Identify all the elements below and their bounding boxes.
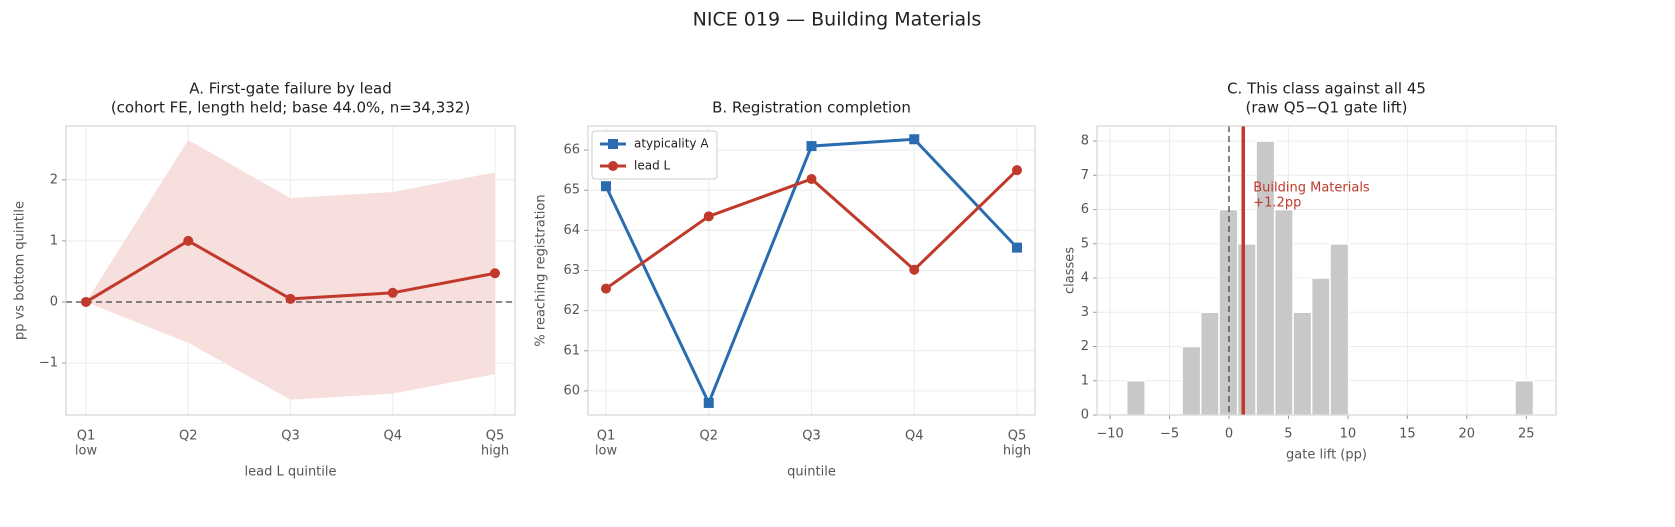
highlight-label: Building Materials	[1253, 181, 1370, 196]
y-tick-label: 0	[1081, 408, 1089, 423]
histogram-bar	[1514, 380, 1535, 416]
x-tick-label: Q4	[905, 429, 924, 444]
point	[1012, 165, 1022, 176]
x-axis-label: gate lift (pp)	[1286, 448, 1367, 463]
highlight-label: +1.2pp	[1253, 196, 1301, 211]
histogram-bar	[1199, 311, 1220, 416]
x-tick-label: −10	[1096, 427, 1123, 442]
y-tick-label: 6	[1081, 202, 1089, 217]
x-tick-label: 15	[1399, 427, 1416, 442]
x-tick-sublabel: high	[1003, 444, 1031, 459]
x-tick-label: Q1	[77, 429, 96, 444]
point	[285, 293, 296, 304]
y-tick-label: 1	[50, 233, 58, 248]
y-tick-label: 63	[563, 263, 580, 278]
x-tick-label: Q3	[281, 429, 300, 444]
legend-label: atypicality A	[634, 137, 709, 151]
plot-frame	[65, 125, 516, 416]
y-tick-label: 3	[1081, 305, 1089, 320]
x-tick-label: Q5	[486, 429, 505, 444]
x-tick-label: 10	[1340, 427, 1357, 442]
point	[490, 268, 500, 279]
y-tick-label: 1	[1081, 373, 1089, 388]
x-tick-sublabel: low	[75, 444, 98, 459]
x-tick-sublabel: low	[595, 444, 618, 459]
point	[81, 296, 91, 307]
y-tick-label: −1	[39, 356, 58, 371]
histogram-bar	[1273, 208, 1294, 416]
x-tick-label: Q2	[699, 429, 718, 444]
point	[909, 264, 920, 275]
x-axis-label: quintile	[787, 465, 836, 480]
x-tick-label: Q5	[1008, 429, 1027, 444]
x-tick-label: Q1	[597, 429, 616, 444]
x-axis-label: lead L quintile	[245, 465, 337, 480]
panel-title: C. This class against all 45	[1227, 80, 1426, 98]
x-tick-label: 25	[1518, 427, 1535, 442]
x-tick-label: Q2	[179, 429, 198, 444]
histogram-bar	[1310, 277, 1331, 416]
legend-marker	[608, 161, 618, 171]
panel-title: B. Registration completion	[712, 99, 911, 117]
y-tick-label: 62	[563, 303, 580, 318]
y-tick-label: 61	[563, 343, 580, 358]
point	[806, 141, 817, 152]
panel-title: (raw Q5−Q1 gate lift)	[1246, 99, 1408, 117]
histogram-bar	[1236, 243, 1257, 416]
legend-marker	[608, 139, 618, 149]
panel-title: A. First-gate failure by lead	[189, 80, 392, 98]
histogram-bar	[1125, 380, 1146, 416]
y-tick-label: 2	[1081, 339, 1089, 354]
point	[1012, 242, 1022, 253]
point	[806, 173, 817, 184]
y-tick-label: 66	[563, 143, 580, 158]
y-tick-label: 4	[1081, 271, 1089, 286]
point	[909, 134, 920, 145]
x-tick-label: −5	[1160, 427, 1179, 442]
y-axis-label: pp vs bottom quintile	[13, 201, 28, 340]
histogram-bar	[1181, 345, 1202, 416]
y-tick-label: 2	[50, 172, 58, 187]
legend-label: lead L	[634, 159, 671, 173]
y-tick-label: 8	[1081, 134, 1089, 149]
x-tick-label: 20	[1459, 427, 1476, 442]
plot-frame	[1096, 125, 1557, 416]
y-tick-label: 64	[563, 223, 580, 238]
x-tick-label: 0	[1225, 427, 1233, 442]
x-tick-label: 5	[1284, 427, 1292, 442]
confidence-band	[86, 140, 495, 400]
y-tick-label: 60	[563, 383, 580, 398]
x-tick-label: Q4	[383, 429, 402, 444]
y-tick-label: 7	[1081, 168, 1089, 183]
point	[387, 287, 398, 298]
point	[601, 283, 611, 294]
point	[703, 397, 714, 408]
point	[601, 181, 611, 192]
figure-title: NICE 019 — Building Materials	[693, 9, 982, 31]
point	[183, 235, 194, 246]
y-tick-label: 65	[563, 183, 580, 198]
y-axis-label: classes	[1063, 247, 1078, 294]
y-axis-label: % reaching registration	[534, 194, 549, 346]
y-tick-label: 0	[50, 294, 58, 309]
point	[703, 211, 714, 222]
y-tick-label: 5	[1081, 236, 1089, 251]
x-tick-label: Q3	[802, 429, 821, 444]
histogram-bar	[1292, 311, 1313, 416]
histogram-bar	[1329, 243, 1350, 416]
x-tick-sublabel: high	[481, 444, 509, 459]
panel-title: (cohort FE, length held; base 44.0%, n=3…	[111, 99, 470, 117]
plot-frame	[587, 125, 1036, 416]
